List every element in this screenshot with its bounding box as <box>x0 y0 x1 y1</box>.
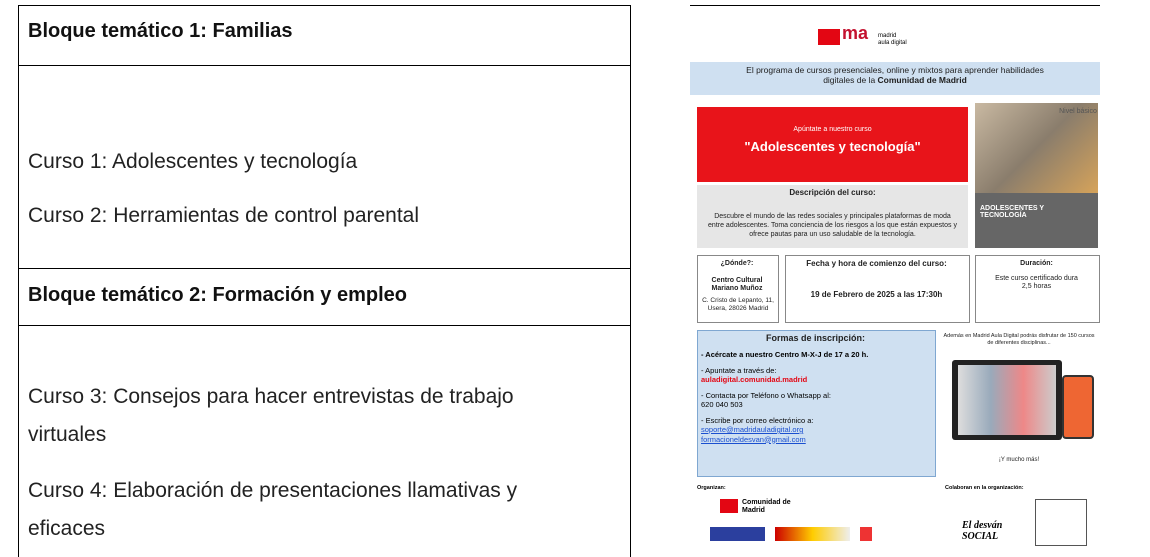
phone <box>1062 375 1094 439</box>
where-place: Centro Cultural Mariano Muñoz <box>711 277 763 292</box>
where-address: C. Cristo de Lepanto, 11, Usera, 28026 M… <box>702 297 774 312</box>
where-box <box>697 255 779 323</box>
duration-box <box>975 255 1100 323</box>
photo <box>975 103 1098 193</box>
logo-line: madrid <box>878 33 897 39</box>
gov-logo <box>775 527 850 541</box>
organizers-title: Organizan: <box>697 485 726 491</box>
plan-logo <box>860 527 920 541</box>
signup-item: - Contacta por Teléfono o Whatsapp al: <box>701 390 831 400</box>
collaborator: El desván SOCIAL <box>962 520 1003 542</box>
banner-line: El programa de cursos presenciales, onli… <box>746 65 1044 85</box>
signup-list: - Acércate a nuestro Centro M-X-J de 17 … <box>701 350 931 444</box>
border <box>18 5 19 557</box>
border <box>18 5 631 6</box>
logo-flag <box>818 29 840 45</box>
signup-item: - Acércate a nuestro Centro M-X-J de 17 … <box>701 350 869 359</box>
desc-box <box>697 185 968 248</box>
logo-line: aula digital <box>878 40 907 46</box>
heading: Bloque temático 1: Familias <box>28 20 293 42</box>
signup-phone: 620 040 503 <box>701 400 743 409</box>
description: Descubre el mundo de las redes sociales … <box>708 213 957 238</box>
signup-item: - Apuntate a través de: <box>701 365 777 375</box>
promo-end: ¡Y mucho más! <box>998 457 1040 463</box>
date-title: Fecha y hora de comienzo del curso: <box>806 259 947 268</box>
duration: Este curso certificado dura 2,5 horas <box>995 275 1078 290</box>
date-box <box>785 255 970 323</box>
duration-title: Duración: <box>1020 260 1053 267</box>
banner-bold: Comunidad de Madrid <box>877 75 967 85</box>
assoc-logo <box>1035 499 1087 546</box>
collaborators-title: Colaboran en la organización: <box>945 485 1024 491</box>
promo: Además en Madrid Aula Digital podrás dis… <box>943 333 1095 346</box>
course: Curso 2: Herramientas de control parenta… <box>28 204 420 227</box>
signup-item: - Escribe por correo electrónico a: <box>701 415 814 425</box>
logo-mark: ma <box>842 23 869 43</box>
logo-text: madrid aula digital <box>878 33 907 47</box>
cta: Apúntate a nuestro curso <box>793 126 872 133</box>
organizer: Comunidad de Madrid <box>742 499 791 514</box>
course-title: "Adolescentes y tecnología" <box>744 139 921 154</box>
where-title: ¿Dónde?: <box>720 260 754 267</box>
border <box>18 65 631 66</box>
signup-link: auladigital.comunidad.madrid <box>701 375 808 384</box>
banner-text: El programa de cursos presenciales, onli… <box>740 65 1050 85</box>
signup-box <box>697 330 936 477</box>
level: Nivel básico <box>1059 108 1097 115</box>
course: Curso 4: Elaboración de presentaciones l… <box>28 479 518 540</box>
photo-band <box>975 193 1098 248</box>
photo-caption: ADOLESCENTES Y TECNOLOGÍA <box>980 205 1044 219</box>
cm-flag <box>720 499 738 513</box>
signup-email: soporte@madridauladigital.org <box>701 425 804 434</box>
border <box>690 5 1100 6</box>
desc-title: Descripción del curso: <box>789 188 876 197</box>
eu-logo <box>710 527 765 541</box>
signup-email: formacioneldesvan@gmail.com <box>701 434 806 444</box>
heading: Bloque temático 2: Formación y empleo <box>28 284 407 306</box>
flyer: ma madrid aula digital El programa de cur… <box>690 15 1100 555</box>
course-box <box>697 107 968 182</box>
course: Curso 3: Consejos para hacer entrevistas… <box>28 385 514 446</box>
date: 19 de Febrero de 2025 a las 17:30h <box>810 290 943 299</box>
banner <box>690 62 1100 95</box>
border <box>18 268 631 269</box>
border <box>18 325 631 326</box>
course: Curso 1: Adolescentes y tecnología <box>28 150 358 173</box>
signup-title: Formas de inscripción: <box>765 333 866 343</box>
laptop-screen <box>958 365 1056 435</box>
border <box>630 5 631 557</box>
